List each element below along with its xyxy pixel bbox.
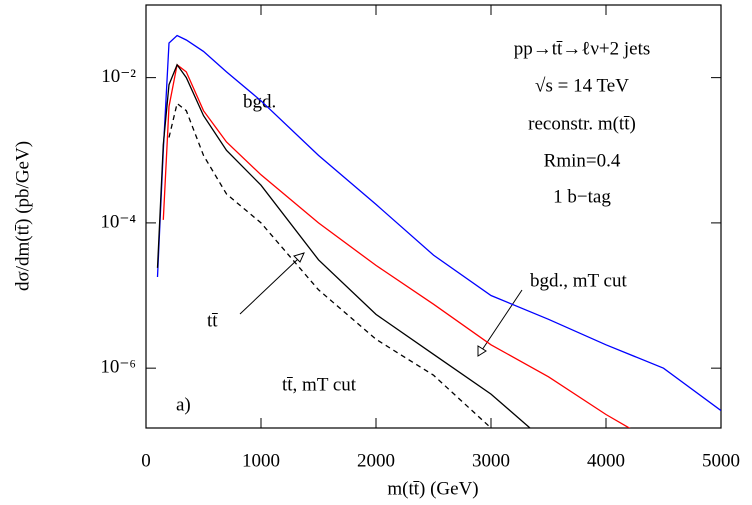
plot-frame bbox=[145, 4, 722, 429]
y-tick-label: 10⁻⁴ bbox=[100, 211, 136, 232]
annotation: √s = 14 TeV bbox=[535, 75, 629, 96]
x-tick-label: 0 bbox=[141, 450, 151, 471]
annotation: bgd. bbox=[243, 91, 276, 112]
annotation: a) bbox=[176, 394, 191, 415]
annotation: reconstr. m(tt̄) bbox=[528, 113, 636, 134]
x-tick-label: 4000 bbox=[587, 450, 625, 471]
x-axis-label: m(tt̄) (GeV) bbox=[387, 478, 478, 499]
annotation: bgd., mT cut bbox=[530, 270, 627, 291]
x-tick-label: 5000 bbox=[702, 450, 740, 471]
x-tick-label: 1000 bbox=[242, 450, 280, 471]
annotation: pp→tt̄→ℓν+2 jets bbox=[514, 38, 651, 59]
series-line bbox=[156, 34, 721, 412]
y-axis-label: dσ/dm(tt̄) (pb/GeV) bbox=[12, 141, 33, 291]
y-tick-label: 10⁻⁶ bbox=[100, 357, 136, 378]
series-line bbox=[168, 102, 492, 428]
annotation: 1 b−tag bbox=[553, 186, 611, 207]
series-line bbox=[156, 63, 531, 428]
y-tick-label: 10⁻² bbox=[101, 66, 136, 87]
annotation: Rmin=0.4 bbox=[544, 150, 621, 171]
x-tick-label: 2000 bbox=[357, 450, 395, 471]
x-tick-label: 3000 bbox=[472, 450, 510, 471]
annotation: tt̄ bbox=[207, 310, 218, 331]
annotation: tt̄, mT cut bbox=[282, 374, 357, 395]
arrow bbox=[239, 252, 523, 357]
